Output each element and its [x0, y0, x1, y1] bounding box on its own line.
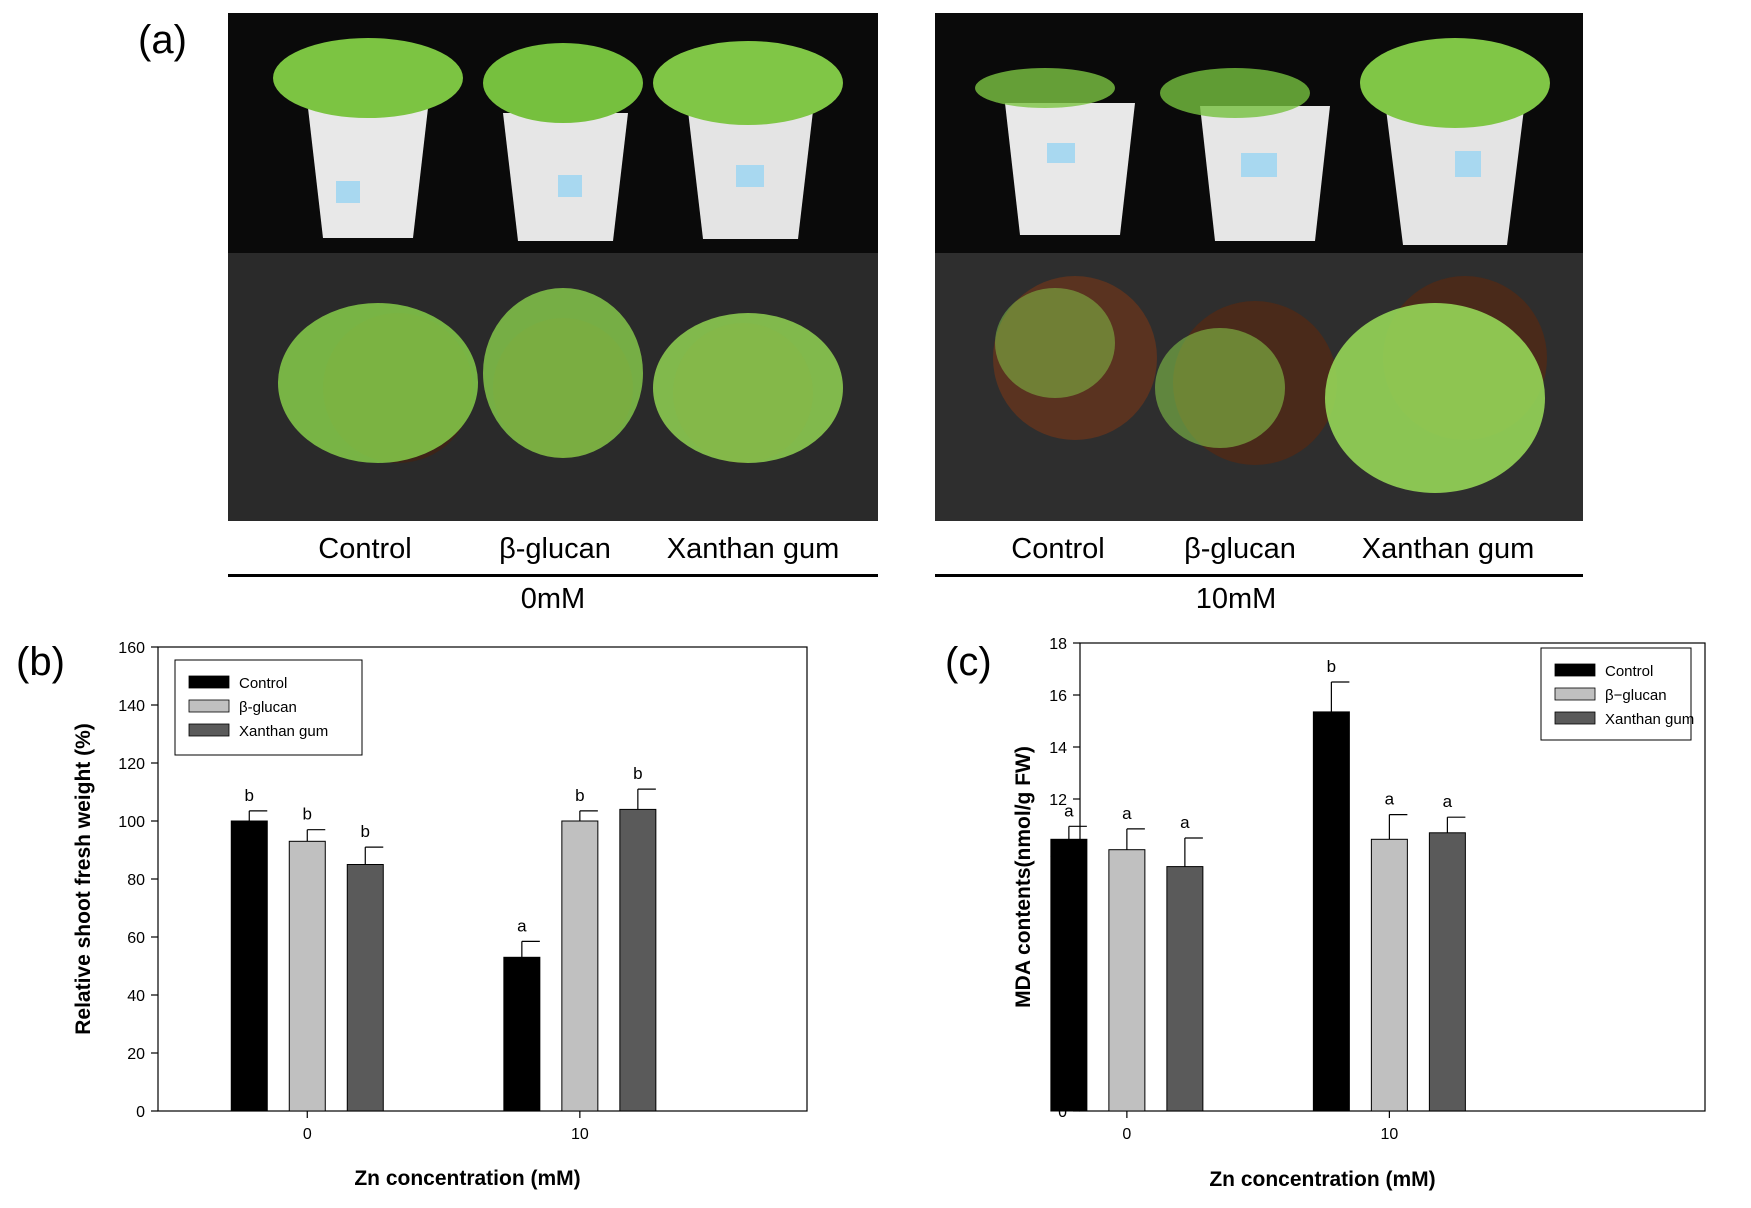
bar	[1370, 838, 1408, 1112]
concentration-label-0mm: 0mM	[520, 583, 586, 615]
significance-letter: b	[303, 805, 312, 824]
legend-swatch	[1554, 687, 1596, 701]
legend-swatch	[1554, 711, 1596, 725]
legend-label: β-glucan	[239, 699, 297, 716]
treatment-label-bglucan-10mm: β-glucan	[1184, 533, 1296, 565]
significance-letter: b	[633, 764, 642, 783]
y-tick-label: 18	[1049, 636, 1067, 653]
y-tick-label: 16	[1049, 688, 1067, 705]
y-tick-label: 14	[1049, 740, 1067, 757]
significance-letter: a	[1385, 790, 1395, 809]
chart-c: 024681012141618aaa0baa10Zn concentration…	[1012, 636, 1706, 1191]
treatment-label-xanthan-0mm: Xanthan gum	[666, 533, 840, 565]
y-tick-label: 100	[118, 814, 145, 831]
y-tick-label: 160	[118, 640, 145, 657]
significance-letter: a	[517, 916, 527, 935]
bar	[230, 820, 268, 1112]
significance-letter: a	[1180, 813, 1190, 832]
legend-label: Control	[1605, 663, 1653, 680]
legend-label: Xanthan gum	[239, 723, 328, 740]
legend-label: β−glucan	[1605, 687, 1667, 704]
y-tick-label: 12	[1049, 792, 1067, 809]
y-tick-label: 80	[127, 872, 145, 889]
y-tick-label: 120	[118, 756, 145, 773]
panel-label-a: (a)	[138, 18, 187, 62]
panel-label-b: (b)	[16, 640, 65, 684]
group-rule-0mm	[228, 574, 878, 577]
bar	[1312, 711, 1350, 1112]
legend-swatch	[188, 723, 230, 737]
bar	[288, 840, 326, 1112]
legend-label: Control	[239, 675, 287, 692]
legend-swatch	[188, 675, 230, 689]
treatment-label-xanthan-10mm: Xanthan gum	[1361, 533, 1535, 565]
bar	[346, 864, 384, 1112]
bar	[1428, 832, 1466, 1112]
significance-letter: b	[575, 786, 584, 805]
legend-swatch	[188, 699, 230, 713]
x-tick-label: 0	[1122, 1126, 1131, 1143]
treatment-label-control-0mm: Control	[318, 533, 412, 565]
bar	[1108, 849, 1146, 1112]
y-tick-label: 0	[136, 1104, 145, 1121]
y-axis-label: MDA contents(nmol/g FW)	[1012, 746, 1035, 1008]
group-rule-10mm	[935, 574, 1583, 577]
y-tick-label: 60	[127, 930, 145, 947]
significance-letter: b	[1327, 657, 1336, 676]
x-axis-label: Zn concentration (mM)	[354, 1167, 580, 1190]
legend-swatch	[1554, 663, 1596, 677]
bar	[619, 808, 657, 1112]
bar	[1050, 838, 1088, 1112]
y-axis-label: Relative shoot fresh weight (%)	[72, 723, 95, 1035]
bar	[1166, 866, 1204, 1112]
concentration-label-10mm: 10mM	[1195, 583, 1277, 615]
x-tick-label: 10	[571, 1126, 589, 1143]
significance-letter: a	[1122, 804, 1132, 823]
significance-letter: b	[361, 822, 370, 841]
bar	[503, 956, 541, 1112]
y-tick-label: 140	[118, 698, 145, 715]
plant-photo-10mm	[935, 13, 1583, 521]
significance-letter: b	[245, 786, 254, 805]
y-tick-label: 20	[127, 1046, 145, 1063]
legend-label: Xanthan gum	[1605, 711, 1694, 728]
treatment-label-bglucan-0mm: β-glucan	[499, 533, 611, 565]
treatment-label-control-10mm: Control	[1011, 533, 1105, 565]
y-tick-label: 40	[127, 988, 145, 1005]
panel-label-c: (c)	[945, 640, 992, 684]
x-tick-label: 0	[303, 1126, 312, 1143]
significance-letter: a	[1064, 801, 1074, 820]
significance-letter: a	[1443, 792, 1453, 811]
chart-b: 0 20 40 60 80 100 120 140 160 b b b 0 a b b 10 Zn concent…	[72, 640, 808, 1190]
x-axis-label: Zn concentration (mM)	[1209, 1168, 1435, 1191]
y-tick-label: 0	[1058, 1104, 1067, 1121]
x-tick-label: 10	[1380, 1126, 1398, 1143]
bar	[561, 820, 599, 1112]
plant-photo-0mm	[228, 13, 878, 521]
